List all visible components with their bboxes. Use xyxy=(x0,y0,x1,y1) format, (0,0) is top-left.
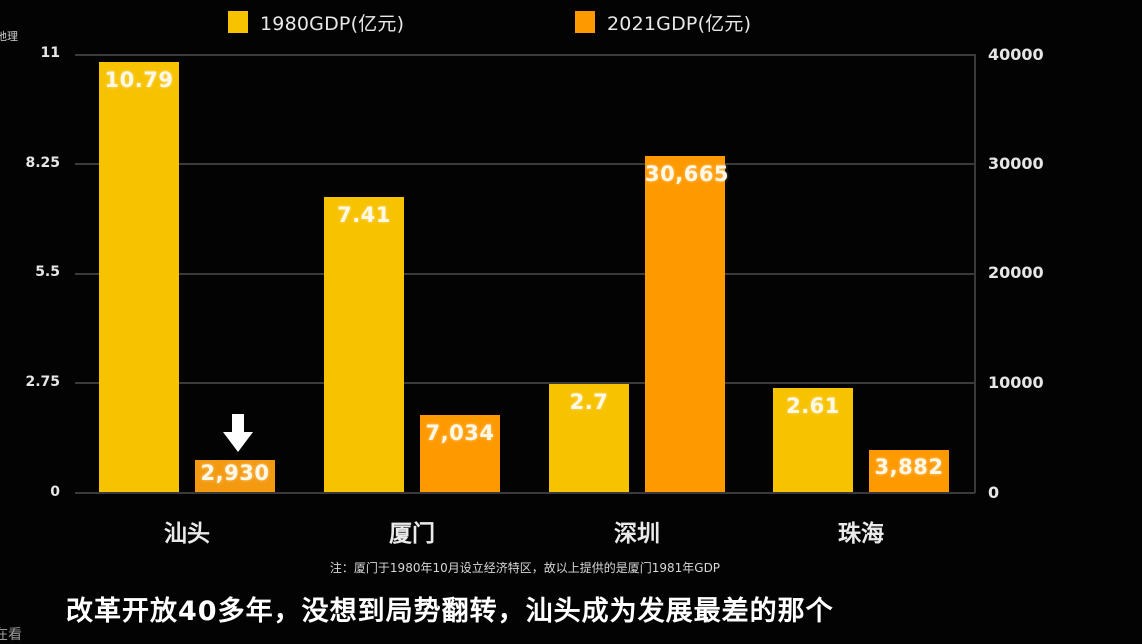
bar-value-label: 7,034 xyxy=(425,421,495,445)
left-axis-tick: 8.25 xyxy=(25,155,60,171)
category-label-xiamen: 厦门 xyxy=(389,521,435,547)
bottom-left-text: 在看 xyxy=(0,627,22,643)
category-label-shantou: 汕头 xyxy=(164,521,210,547)
bar-zhuhai-2021: 3,882 xyxy=(869,450,949,492)
right-axis-tick: 40000 xyxy=(988,45,1044,64)
bar-value-label: 10.79 xyxy=(104,68,174,92)
legend-swatch-2021 xyxy=(575,11,595,33)
bar-shenzhen-2021: 30,665 xyxy=(645,156,730,492)
left-axis-tick: 0 xyxy=(50,484,60,500)
bar-value-label: 30,665 xyxy=(645,162,730,186)
bar-shenzhen-1980: 2.7 xyxy=(549,384,629,492)
corner-label: 地理 xyxy=(0,30,18,43)
right-axis-tick: 0 xyxy=(988,483,1000,502)
category-label-zhuhai: 珠海 xyxy=(838,521,884,547)
footnote: 注：厦门于1980年10月设立经济特区，故以上提供的是厦门1981年GDP xyxy=(329,561,721,575)
right-axis-tick: 20000 xyxy=(988,263,1044,282)
gridline-baseline xyxy=(75,492,975,494)
gridline-3 xyxy=(75,163,975,165)
gridline-2 xyxy=(75,273,975,275)
video-subtitle: 改革开放40多年，没想到局势翻转，汕头成为发展最差的那个 xyxy=(66,596,834,627)
gridline-1 xyxy=(75,382,975,384)
bar-value-label: 2.61 xyxy=(786,394,840,418)
bar-value-label: 2,930 xyxy=(200,461,270,485)
bar-shantou-1980: 10.79 xyxy=(99,62,179,492)
right-axis-tick: 30000 xyxy=(988,154,1044,173)
left-axis-tick: 2.75 xyxy=(25,374,60,390)
legend-swatch-1980 xyxy=(228,11,248,33)
legend-item-1980: 1980GDP(亿元) xyxy=(228,8,404,36)
bar-xiamen-1980: 7.41 xyxy=(324,197,404,492)
bar-value-label: 2.7 xyxy=(569,390,609,414)
bar-shantou-2021: 2,930 xyxy=(195,460,275,492)
bar-value-label: 7.41 xyxy=(337,203,391,227)
left-axis-tick: 11 xyxy=(40,45,60,61)
bar-zhuhai-1980: 2.61 xyxy=(773,388,853,492)
bar-xiamen-2021: 7,034 xyxy=(420,415,500,492)
category-label-shenzhen: 深圳 xyxy=(614,521,660,547)
legend-label-2021: 2021GDP(亿元) xyxy=(607,12,752,35)
gridline-top xyxy=(75,54,975,56)
bar-value-label: 3,882 xyxy=(874,455,944,479)
legend-label-1980: 1980GDP(亿元) xyxy=(260,12,405,35)
plot-right-border xyxy=(974,54,976,493)
right-axis-tick: 10000 xyxy=(988,373,1044,392)
legend-item-2021: 2021GDP(亿元) xyxy=(575,8,751,36)
down-arrow-icon xyxy=(223,414,253,452)
left-axis-tick: 5.5 xyxy=(35,264,60,280)
